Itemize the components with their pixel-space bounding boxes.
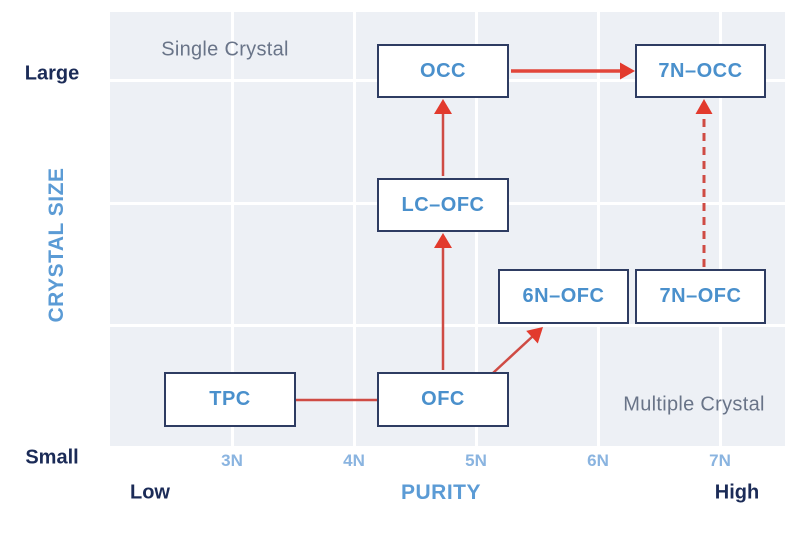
node-lc-ofc: LC–OFC xyxy=(377,178,509,232)
node-ofc-label: OFC xyxy=(421,388,465,410)
gridline-horizontal-3 xyxy=(110,323,785,327)
node-occ: OCC xyxy=(377,44,509,98)
x-tick-3n: 3N xyxy=(221,451,243,470)
node-tpc-label: TPC xyxy=(209,388,251,410)
gridline-vertical-4n xyxy=(352,12,356,446)
y-axis-label-large: Large xyxy=(24,62,80,85)
node-ofc: OFC xyxy=(377,372,509,427)
node-tpc: TPC xyxy=(164,372,296,427)
x-tick-5n: 5N xyxy=(465,451,487,470)
node-7n-ofc-label: 7N–OFC xyxy=(659,285,742,307)
x-axis-title: PURITY xyxy=(400,481,482,504)
node-occ-label: OCC xyxy=(420,59,466,82)
x-tick-7n: 7N xyxy=(709,451,731,470)
y-axis-title: CRYSTAL SIZE xyxy=(45,167,68,323)
gridline-vertical-3n xyxy=(230,12,234,446)
gridline-vertical-6n xyxy=(596,12,600,446)
node-7n-occ: 7N–OCC xyxy=(635,44,766,98)
node-6n-ofc-label: 6N–OFC xyxy=(522,285,605,307)
node-lc-ofc-label: LC–OFC xyxy=(401,193,485,216)
x-axis-label-low: Low xyxy=(130,481,170,504)
annotation-single-crystal: Single Crystal xyxy=(161,38,289,61)
y-axis-label-small: Small xyxy=(25,446,79,469)
annotation-multiple-crystal: Multiple Crystal xyxy=(623,393,765,416)
node-7n-occ-label: 7N–OCC xyxy=(658,59,743,82)
gridline-vertical-7n xyxy=(718,12,722,446)
x-tick-6n: 6N xyxy=(587,451,609,470)
node-6n-ofc: 6N–OFC xyxy=(498,269,629,324)
x-tick-4n: 4N xyxy=(343,451,365,470)
x-axis-label-high: High xyxy=(714,481,760,504)
node-7n-ofc: 7N–OFC xyxy=(635,269,766,324)
